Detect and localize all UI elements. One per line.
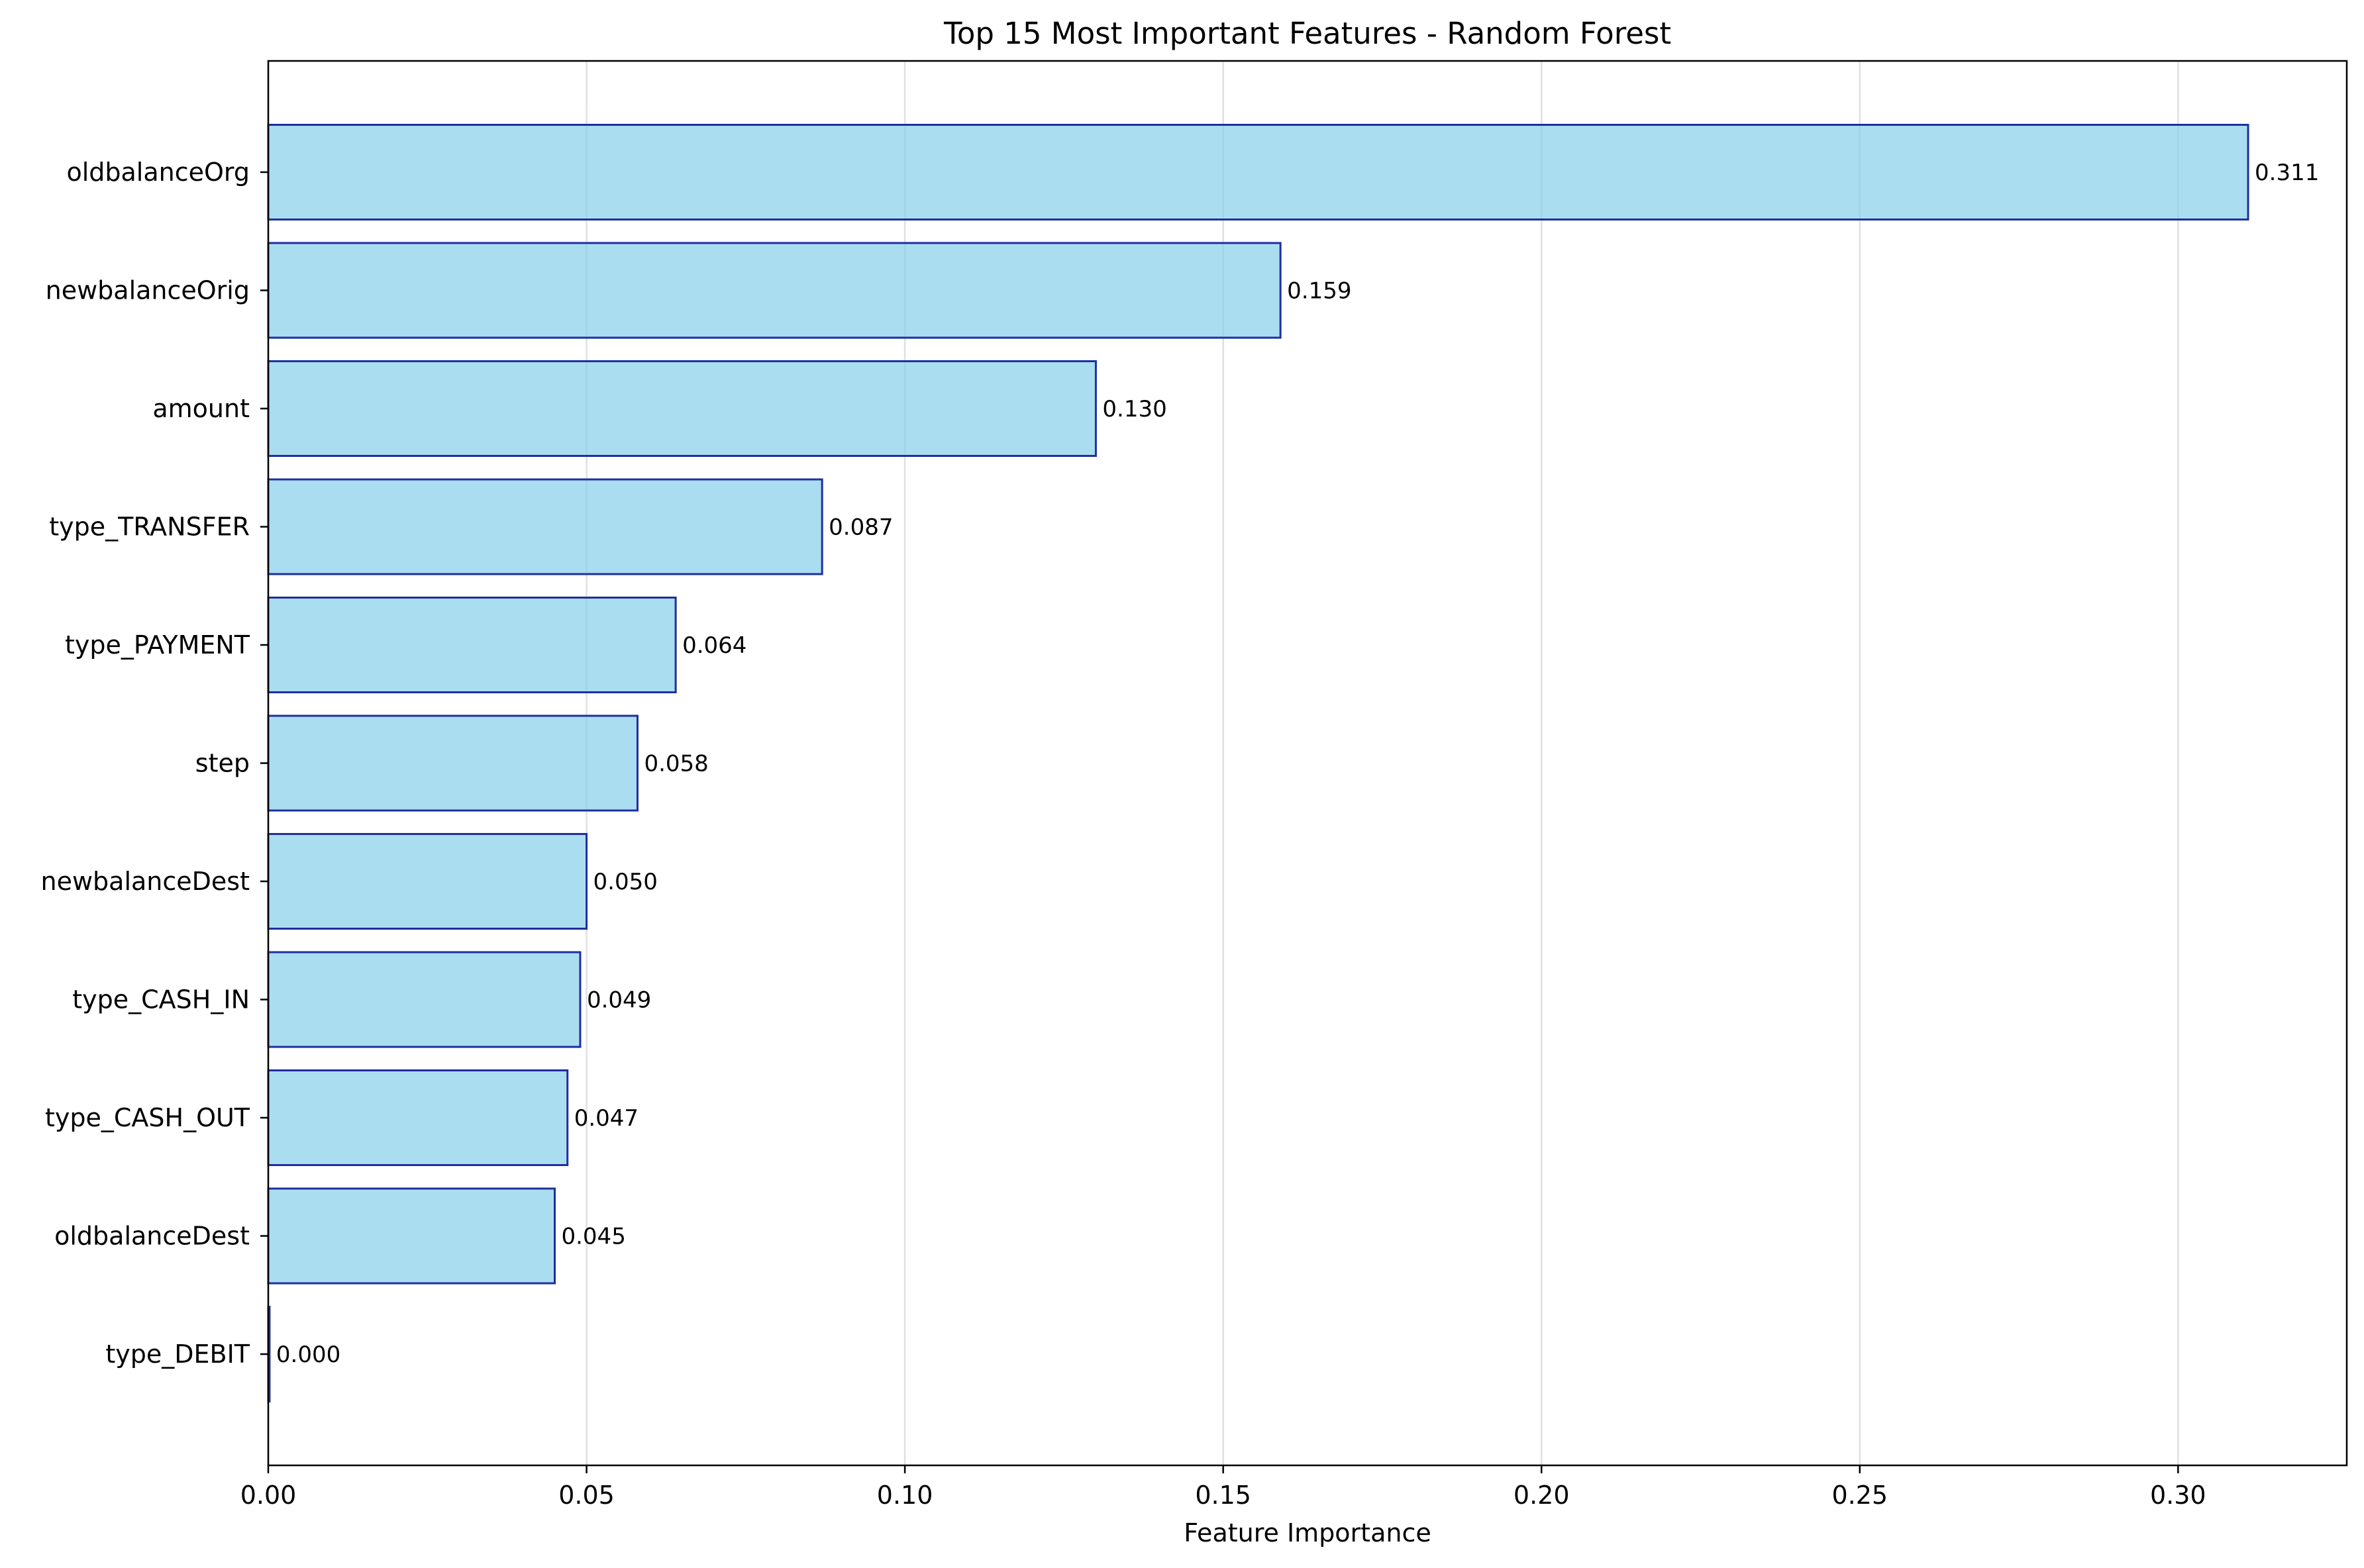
bar xyxy=(267,242,1282,339)
y-tick-label: oldbalanceOrg xyxy=(66,158,250,187)
y-tick-label: type_DEBIT xyxy=(105,1340,250,1369)
bar-value-label: 0.159 xyxy=(1287,278,1351,305)
x-tick-label: 0.00 xyxy=(240,1481,297,1510)
bar xyxy=(267,714,639,812)
x-tick-label: 0.25 xyxy=(1831,1481,1888,1510)
x-axis-label: Feature Importance xyxy=(1184,1518,1431,1547)
bar-value-label: 0.058 xyxy=(644,751,708,777)
bars xyxy=(267,124,2249,1402)
bar xyxy=(267,833,588,930)
bar-value-label: 0.045 xyxy=(561,1224,625,1250)
bar xyxy=(267,124,2249,220)
bar xyxy=(267,597,677,693)
bar xyxy=(267,951,582,1048)
y-tick-label: newbalanceOrig xyxy=(46,276,250,305)
bar-value-label: 0.000 xyxy=(276,1342,340,1368)
bar xyxy=(267,1069,569,1166)
bar-value-label: 0.049 xyxy=(587,987,651,1014)
bar-value-label: 0.064 xyxy=(682,632,746,659)
value-labels: 0.311 0.159 0.130 0.087 0.064 0.058 0.050 0.049… xyxy=(276,160,2319,1368)
plot-frame xyxy=(267,60,2348,1467)
y-tick-label: type_TRANSFER xyxy=(49,513,250,542)
bar-value-label: 0.050 xyxy=(593,869,658,895)
y-axis-ticks: oldbalanceOrg newbalanceOrig amount type_TR… xyxy=(41,158,268,1369)
y-tick-label: oldbalanceDest xyxy=(54,1222,250,1251)
bar-value-label: 0.130 xyxy=(1102,396,1166,422)
chart-title: Top 15 Most Important Features - Random … xyxy=(943,16,1671,51)
y-tick-label: type_PAYMENT xyxy=(65,630,250,660)
bar xyxy=(267,1187,556,1285)
x-axis-ticks: 0.00 0.05 0.10 0.15 0.20 0.25 0.30 xyxy=(240,1465,2206,1510)
bar xyxy=(267,360,1097,457)
bar-value-label: 0.311 xyxy=(2255,160,2319,186)
bar-value-label: 0.047 xyxy=(574,1105,639,1132)
y-tick-label: amount xyxy=(152,394,250,423)
x-tick-label: 0.20 xyxy=(1514,1481,1570,1510)
x-tick-label: 0.15 xyxy=(1195,1481,1251,1510)
x-tick-label: 0.30 xyxy=(2150,1481,2206,1510)
x-tick-label: 0.10 xyxy=(877,1481,933,1510)
y-tick-label: step xyxy=(195,749,250,778)
bar xyxy=(267,478,823,575)
bar-value-label: 0.087 xyxy=(829,514,893,541)
y-tick-label: type_CASH_IN xyxy=(72,985,250,1014)
y-tick-label: newbalanceDest xyxy=(41,867,250,896)
y-tick-label: type_CASH_OUT xyxy=(45,1103,250,1132)
x-tick-label: 0.05 xyxy=(558,1481,615,1510)
